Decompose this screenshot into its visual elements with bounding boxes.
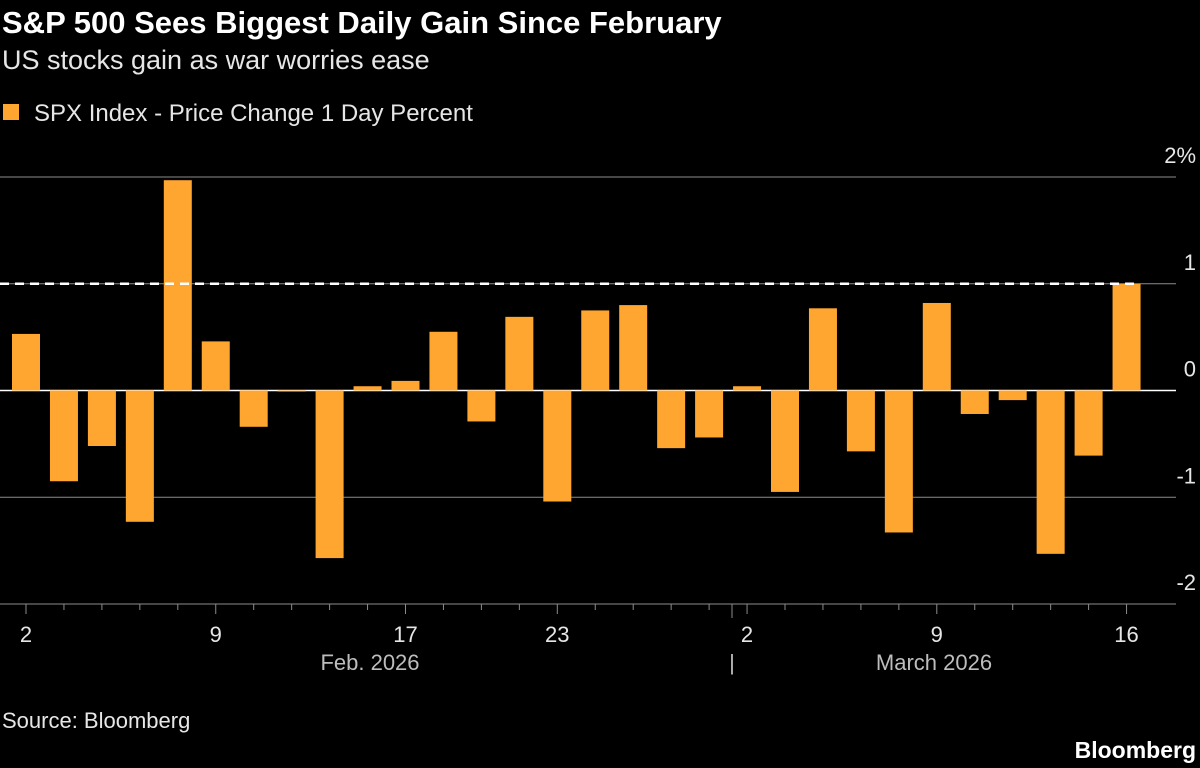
month-label: Feb. 2026 bbox=[320, 650, 419, 675]
bar bbox=[1074, 390, 1103, 456]
x-tick-label: 9 bbox=[931, 622, 943, 647]
bar bbox=[695, 390, 724, 438]
bar bbox=[733, 386, 762, 391]
bar bbox=[277, 390, 306, 392]
bar bbox=[12, 333, 40, 391]
bar bbox=[998, 390, 1027, 401]
bar bbox=[315, 390, 344, 559]
x-tick-label: 23 bbox=[545, 622, 569, 647]
bar bbox=[884, 390, 913, 533]
legend-label: SPX Index - Price Change 1 Day Percent bbox=[34, 100, 473, 127]
bar bbox=[353, 386, 382, 391]
y-tick-label: -2 bbox=[1176, 570, 1196, 595]
bar bbox=[505, 316, 534, 391]
chart-subtitle: US stocks gain as war worries ease bbox=[2, 45, 430, 75]
bar bbox=[771, 390, 799, 492]
source: Source: Bloomberg bbox=[2, 708, 190, 733]
bar bbox=[201, 341, 230, 391]
chart-title: S&P 500 Sees Biggest Daily Gain Since Fe… bbox=[2, 5, 722, 40]
bar bbox=[581, 310, 610, 391]
bar bbox=[922, 302, 951, 391]
bar bbox=[87, 390, 116, 447]
month-separator: | bbox=[729, 650, 735, 675]
bar bbox=[960, 390, 989, 414]
bar bbox=[467, 390, 496, 422]
x-tick-label: 9 bbox=[210, 622, 222, 647]
bar bbox=[657, 390, 686, 449]
y-tick-label: -1 bbox=[1176, 463, 1196, 488]
legend-swatch bbox=[3, 104, 19, 120]
month-label: March 2026 bbox=[876, 650, 992, 675]
y-tick-label: 1 bbox=[1184, 250, 1196, 275]
y-tick-label: 2% bbox=[1164, 143, 1196, 168]
bar bbox=[429, 331, 458, 391]
bar bbox=[1112, 283, 1141, 391]
bar bbox=[163, 180, 192, 391]
x-tick-label: 17 bbox=[393, 622, 417, 647]
bar bbox=[239, 390, 268, 427]
x-tick-label: 2 bbox=[20, 622, 32, 647]
bar bbox=[619, 305, 648, 391]
bar bbox=[846, 390, 875, 452]
bar bbox=[1036, 390, 1065, 554]
brand: Bloomberg bbox=[1075, 737, 1196, 763]
y-tick-label: 0 bbox=[1184, 357, 1196, 382]
bar bbox=[49, 390, 78, 482]
bar bbox=[391, 380, 420, 391]
bar bbox=[808, 308, 837, 391]
x-tick-label: 2 bbox=[741, 622, 753, 647]
x-tick-label: 16 bbox=[1114, 622, 1138, 647]
bar bbox=[125, 390, 154, 522]
bar bbox=[543, 390, 572, 502]
